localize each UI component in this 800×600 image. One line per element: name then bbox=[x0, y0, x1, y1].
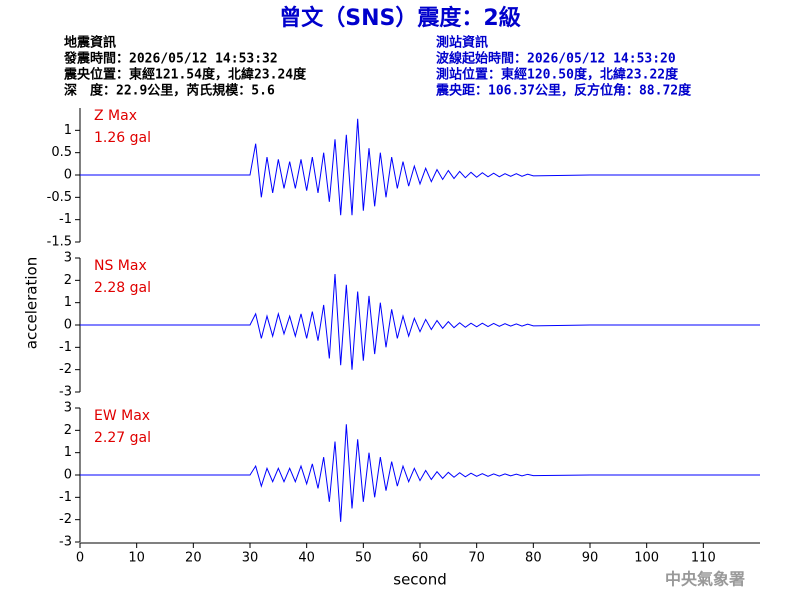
annotation: 1.26 gal bbox=[94, 130, 151, 146]
x-tick-label: 20 bbox=[185, 551, 202, 566]
annotation: EW Max bbox=[94, 408, 150, 424]
y-tick-label: 0 bbox=[64, 318, 72, 333]
waveform bbox=[80, 274, 760, 370]
y-tick-label: 0 bbox=[64, 168, 72, 183]
y-tick-label: -2 bbox=[59, 362, 72, 377]
y-tick-label: 3 bbox=[64, 251, 72, 266]
x-tick-label: 0 bbox=[76, 551, 84, 566]
station-heading: 測站資訊 bbox=[436, 35, 488, 51]
y-tick-label: 1 bbox=[64, 445, 72, 460]
y-tick-label: -0.5 bbox=[47, 190, 72, 205]
y-tick-label: -3 bbox=[59, 535, 72, 550]
y-tick-label: 0 bbox=[64, 468, 72, 483]
y-axis-label: acceleration bbox=[23, 257, 41, 349]
y-tick-label: -1 bbox=[59, 212, 72, 227]
y-tick-label: 3 bbox=[64, 401, 72, 416]
event-heading: 地震資訊 bbox=[64, 35, 116, 51]
x-tick-label: 10 bbox=[128, 551, 145, 566]
y-tick-label: -1 bbox=[59, 490, 72, 505]
y-tick-label: 1 bbox=[64, 295, 72, 310]
x-tick-label: 90 bbox=[582, 551, 599, 566]
x-tick-label: 100 bbox=[634, 551, 659, 566]
waveform bbox=[80, 118, 760, 216]
station-line: 震央距：106.37公里，反方位角：88.72度 bbox=[435, 83, 692, 99]
y-tick-label: -1 bbox=[59, 340, 72, 355]
y-tick-label: 1 bbox=[64, 123, 72, 138]
x-tick-label: 80 bbox=[525, 551, 542, 566]
annotation: 2.27 gal bbox=[94, 430, 151, 446]
station-line: 測站位置：東經120.50度，北緯23.22度 bbox=[436, 67, 679, 83]
station-line: 波線起始時間：2026/05/12 14:53:20 bbox=[436, 51, 676, 67]
event-line: 深 度：22.9公里，芮氏規模：5.6 bbox=[64, 83, 275, 99]
y-tick-label: -3 bbox=[59, 385, 72, 400]
event-line: 發震時間：2026/05/12 14:53:32 bbox=[63, 51, 278, 67]
annotation: Z Max bbox=[94, 108, 137, 124]
x-tick-label: 40 bbox=[298, 551, 315, 566]
y-tick-label: 0.5 bbox=[51, 145, 72, 160]
y-tick-label: -1.5 bbox=[47, 235, 72, 250]
y-tick-label: -2 bbox=[59, 512, 72, 527]
event-line: 震央位置：東經121.54度，北緯23.24度 bbox=[63, 67, 307, 83]
x-axis-label: second bbox=[393, 571, 447, 589]
x-tick-label: 60 bbox=[412, 551, 429, 566]
annotation: NS Max bbox=[94, 258, 147, 274]
annotation: 2.28 gal bbox=[94, 280, 151, 296]
title: 曾文（SNS）震度：2級 bbox=[279, 5, 520, 31]
x-tick-label: 50 bbox=[355, 551, 372, 566]
footer: 中央氣象署 bbox=[665, 570, 745, 589]
x-tick-label: 30 bbox=[242, 551, 259, 566]
waveform bbox=[80, 424, 760, 522]
x-tick-label: 70 bbox=[468, 551, 485, 566]
y-tick-label: 2 bbox=[64, 423, 72, 438]
x-tick-label: 110 bbox=[691, 551, 716, 566]
y-tick-label: 2 bbox=[64, 273, 72, 288]
